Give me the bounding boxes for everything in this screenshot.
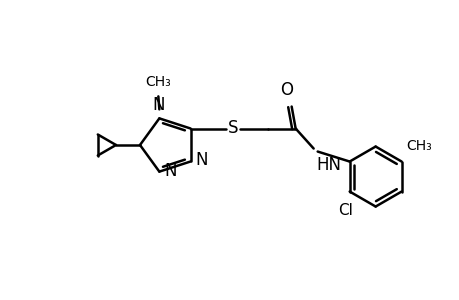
Text: HN: HN	[316, 155, 341, 173]
Text: O: O	[280, 80, 292, 98]
Text: CH₃: CH₃	[406, 139, 431, 152]
Text: N: N	[164, 162, 176, 180]
Text: S: S	[227, 118, 237, 136]
Text: CH₃: CH₃	[145, 75, 171, 89]
Text: Cl: Cl	[337, 202, 353, 217]
Text: N: N	[195, 152, 208, 169]
Text: N: N	[152, 96, 164, 114]
